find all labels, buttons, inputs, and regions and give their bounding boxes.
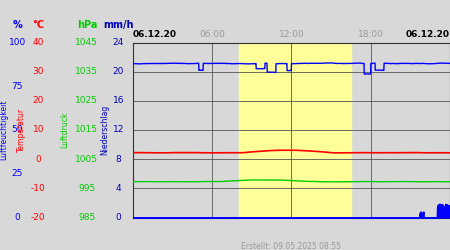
- Text: 985: 985: [78, 213, 95, 222]
- Text: Luftfeuchtigkeit: Luftfeuchtigkeit: [0, 100, 8, 160]
- Text: mm/h: mm/h: [103, 20, 134, 30]
- Text: 1015: 1015: [75, 126, 99, 134]
- Text: 1045: 1045: [76, 38, 98, 47]
- Text: %: %: [12, 20, 22, 30]
- Text: 16: 16: [112, 96, 124, 105]
- Text: 8: 8: [116, 155, 121, 164]
- Text: 06.12.20: 06.12.20: [406, 30, 450, 39]
- Text: -20: -20: [31, 213, 45, 222]
- Text: 0: 0: [14, 213, 20, 222]
- Text: 20: 20: [112, 67, 124, 76]
- Text: 0: 0: [116, 213, 121, 222]
- Text: Erstellt: 09.05.2025 08:55: Erstellt: 09.05.2025 08:55: [241, 242, 342, 250]
- Text: 995: 995: [78, 184, 95, 193]
- Text: 75: 75: [11, 82, 23, 91]
- Text: hPa: hPa: [76, 20, 97, 30]
- Text: Niederschlag: Niederschlag: [100, 105, 109, 155]
- Text: 4: 4: [116, 184, 121, 193]
- Text: -10: -10: [31, 184, 45, 193]
- Text: 06.12.20: 06.12.20: [133, 30, 177, 39]
- Text: 40: 40: [32, 38, 44, 47]
- Text: 18:00: 18:00: [358, 30, 383, 39]
- Text: 1005: 1005: [75, 155, 99, 164]
- Text: °C: °C: [32, 20, 44, 30]
- Text: Temperatur: Temperatur: [17, 108, 26, 152]
- Text: 100: 100: [9, 38, 26, 47]
- Text: 50: 50: [11, 126, 23, 134]
- Text: 1035: 1035: [75, 67, 99, 76]
- Text: 0: 0: [36, 155, 41, 164]
- Text: 1025: 1025: [76, 96, 98, 105]
- Text: 25: 25: [11, 169, 23, 178]
- Text: Luftdruck: Luftdruck: [60, 112, 69, 148]
- Text: 12: 12: [112, 126, 124, 134]
- Text: 06:00: 06:00: [199, 30, 225, 39]
- Text: 30: 30: [32, 67, 44, 76]
- Text: 24: 24: [112, 38, 124, 47]
- Text: 20: 20: [32, 96, 44, 105]
- Text: 10: 10: [32, 126, 44, 134]
- Bar: [238, 42, 351, 218]
- Text: 12:00: 12:00: [279, 30, 304, 39]
